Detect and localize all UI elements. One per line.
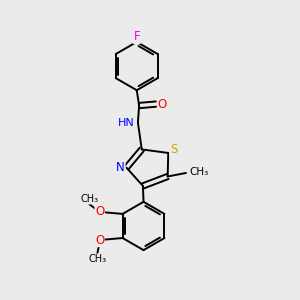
Text: HN: HN bbox=[118, 118, 135, 128]
Text: CH₃: CH₃ bbox=[80, 194, 98, 204]
Text: CH₃: CH₃ bbox=[190, 167, 209, 177]
Text: O: O bbox=[95, 234, 104, 247]
Text: S: S bbox=[170, 143, 177, 156]
Text: O: O bbox=[158, 98, 167, 111]
Text: CH₃: CH₃ bbox=[88, 254, 106, 264]
Text: O: O bbox=[95, 205, 104, 218]
Text: F: F bbox=[134, 30, 140, 44]
Text: N: N bbox=[116, 160, 125, 174]
